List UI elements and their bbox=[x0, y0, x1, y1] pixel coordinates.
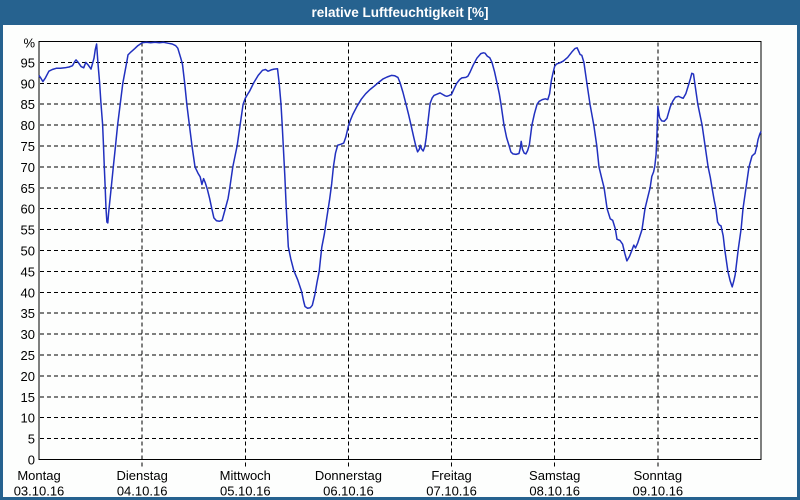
x-date-label: 05.10.16 bbox=[220, 484, 271, 499]
y-tick-label: 45 bbox=[21, 264, 35, 279]
window-title: relative Luftfeuchtigkeit [%] bbox=[311, 5, 489, 20]
y-tick-label: 55 bbox=[21, 223, 35, 238]
x-weekday-label: Samstag bbox=[529, 468, 580, 483]
y-tick-label: 65 bbox=[21, 181, 35, 196]
y-tick-label: 35 bbox=[21, 306, 35, 321]
x-date-label: 09.10.16 bbox=[633, 484, 684, 499]
x-weekday-label: Freitag bbox=[431, 468, 471, 483]
y-tick-label: 40 bbox=[21, 285, 35, 300]
y-tick-label: 15 bbox=[21, 390, 35, 405]
y-tick-label: 50 bbox=[21, 244, 35, 259]
y-tick-label: 95 bbox=[21, 55, 35, 70]
x-date-label: 06.10.16 bbox=[323, 484, 374, 499]
gridlines bbox=[40, 42, 760, 467]
y-tick-label: 0 bbox=[28, 453, 35, 468]
y-axis-unit-label: % bbox=[23, 36, 35, 51]
x-weekday-label: Donnerstag bbox=[315, 468, 382, 483]
titlebar: relative Luftfeuchtigkeit [%] bbox=[0, 0, 800, 25]
x-date-label: 03.10.16 bbox=[14, 484, 65, 499]
x-date-label: 07.10.16 bbox=[426, 484, 477, 499]
y-tick-label: 85 bbox=[21, 97, 35, 112]
y-tick-label: 25 bbox=[21, 348, 35, 363]
y-tick-label: 90 bbox=[21, 76, 35, 91]
y-tick-label: 20 bbox=[21, 369, 35, 384]
plot-border bbox=[38, 41, 762, 460]
y-tick-label: 30 bbox=[21, 327, 35, 342]
y-tick-label: 60 bbox=[21, 202, 35, 217]
y-tick-label: 80 bbox=[21, 118, 35, 133]
x-weekday-label: Mittwoch bbox=[220, 468, 271, 483]
y-tick-label: 75 bbox=[21, 139, 35, 154]
x-date-label: 08.10.16 bbox=[529, 484, 580, 499]
x-weekday-label: Montag bbox=[17, 468, 60, 483]
y-tick-label: 70 bbox=[21, 160, 35, 175]
x-weekday-label: Sonntag bbox=[634, 468, 682, 483]
x-date-label: 04.10.16 bbox=[117, 484, 168, 499]
y-axis-labels: 0 5 10 15 20 25 30 35 40 45 50 55 60 65 70 75 80 85 90 95% bbox=[21, 36, 36, 468]
y-tick-label: 10 bbox=[21, 411, 35, 426]
y-tick-label: 5 bbox=[28, 432, 35, 447]
x-weekday-label: Dienstag bbox=[116, 468, 167, 483]
humidity-series-line bbox=[38, 41, 762, 309]
